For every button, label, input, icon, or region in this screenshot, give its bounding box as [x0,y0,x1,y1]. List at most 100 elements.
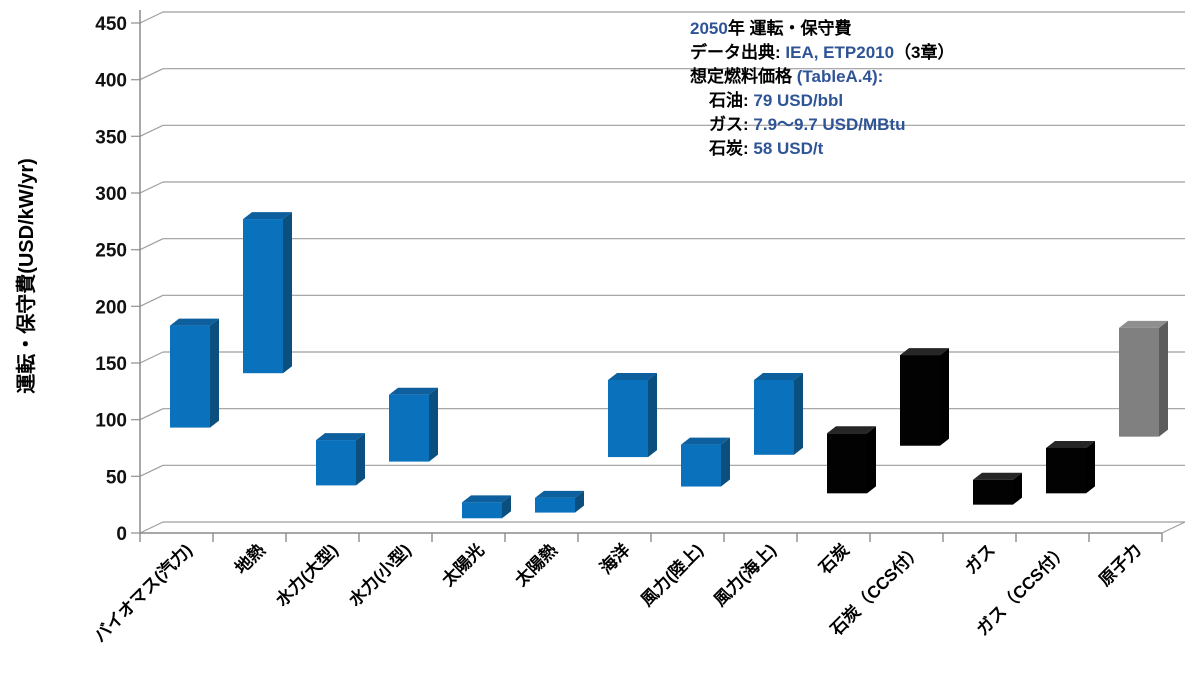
gridline-diagonal [139,68,164,81]
gridline-diagonal [139,351,164,364]
annotation-line: データ出典: IEA, ETP2010（3章） [690,41,955,65]
annotation-line: ガス: 7.9～9.7 USD/MBtu [690,113,955,137]
bar-front-face [170,325,210,428]
bar-top-face [389,387,438,395]
bar-nuclear [1119,320,1168,437]
y-axis-title: 運転・保守費(USD/kW/yr) [16,158,38,394]
bar-side-face [794,373,803,455]
bar-biomass-steam [170,318,219,428]
y-tick-label: 100 [95,411,127,432]
gridline-diagonal [139,464,164,477]
y-tick-label: 50 [106,467,127,488]
annotation-segment: 7.9～9.7 USD/MBtu [748,115,906,134]
gridline-diagonal [139,11,164,24]
gridline-diagonal [139,408,164,421]
bar-front-face [1119,327,1159,437]
floor-right-edge [1161,521,1186,534]
bar-side-face [721,437,730,487]
x-category-label-nuclear: 原子力 [1095,540,1145,590]
bar-solar-pv [462,495,511,519]
y-tick-label: 400 [95,71,127,92]
bar-side-face [648,373,657,458]
annotation-segment: 石炭: [709,139,749,158]
bar-front-face [608,380,648,458]
bar-gas-ccs [1046,441,1095,494]
bar-side-face [940,348,949,446]
y-tick-label: 450 [95,14,127,35]
bar-front-face [462,502,502,519]
bar-side-face [283,212,292,374]
bar-top-face [462,495,511,503]
bar-hydro-small [389,387,438,462]
annotation-segment: データ出典: [690,43,781,62]
bar-side-face [429,387,438,462]
x-category-label-solar-thermal: 太陽熱 [511,540,561,590]
x-category-label-hydro-large: 水力(大型) [272,540,342,610]
annotation-segment: 58 USD/t [748,139,824,158]
annotation-segment: 年 運転・保守費 [727,19,852,38]
bar-front-face [535,497,575,513]
annotation-segment: (TableA.4): [796,67,884,86]
bar-side-face [1086,441,1095,494]
gridline-diagonal [139,238,164,251]
bar-side-face [867,426,876,494]
x-category-label-hydro-small: 水力(小型) [345,540,415,610]
bar-front-face [316,440,356,486]
bar-front-face [754,380,794,455]
x-category-label-coal: 石炭 [814,540,853,579]
bar-top-face [754,373,803,380]
annotation-line: 石油: 79 USD/bbl [690,89,955,113]
bar-top-face [608,373,657,380]
x-category-label-solar-pv: 太陽光 [438,540,488,590]
bar-top-face [170,318,219,326]
bar-top-face [973,472,1022,480]
bar-front-face [1046,448,1086,494]
bar-wind-offshore [754,373,803,455]
bar-front-face [900,355,940,446]
bar-front-face [389,394,429,462]
bar-front-face [681,444,721,487]
bar-top-face [681,437,730,445]
y-tick-label: 350 [95,127,127,148]
bar-front-face [973,479,1013,505]
bar-side-face [1013,472,1022,505]
bar-top-face [243,212,292,220]
annotation-segment: IEA, ETP2010 [780,43,895,62]
annotation-segment: 79 USD/bbl [748,91,844,110]
y-tick-label: 0 [116,524,127,545]
annotation-segment: 石油: [709,91,749,110]
y-tick-label: 150 [95,354,127,375]
bar-side-face [502,495,511,519]
gridline-diagonal [139,521,164,534]
bar-top-face [316,433,365,441]
bar-top-face [900,348,949,356]
bar-top-face [1119,320,1168,328]
gridline-diagonal [139,181,164,194]
x-category-label-wind-onshore: 風力(陸上) [637,540,707,610]
bar-front-face [243,219,283,374]
x-category-label-gas: ガス [961,540,998,577]
gridline-diagonal [139,294,164,307]
annotation-segment: 想定燃料価格 [690,67,797,86]
bar-geothermal [243,212,292,374]
annotation-segment: ガス: [709,115,749,134]
x-category-label-biomass-steam: バイオマス(汽力) [90,540,196,646]
x-category-label-geothermal: 地熱 [231,540,269,578]
bar-side-face [210,318,219,428]
annotation-segment: 2050 [690,19,728,38]
y-tick-label: 200 [95,297,127,318]
bar-gas [973,472,1022,505]
chart-annotation-box: 2050年 運転・保守費 データ出典: IEA, ETP2010（3章） 想定燃料価… [690,17,955,161]
x-category-label-wind-offshore: 風力(海上) [710,540,780,610]
y-tick-label: 250 [95,241,127,262]
y-tick-label: 300 [95,184,127,205]
bar-solar-thermal [535,490,584,513]
bar-side-face [356,433,365,486]
bar-front-face [827,433,867,494]
bar-coal-ccs [900,348,949,446]
bar-top-face [535,490,584,498]
bar-hydro-large [316,433,365,486]
annotation-line: 想定燃料価格 (TableA.4): [690,65,955,89]
